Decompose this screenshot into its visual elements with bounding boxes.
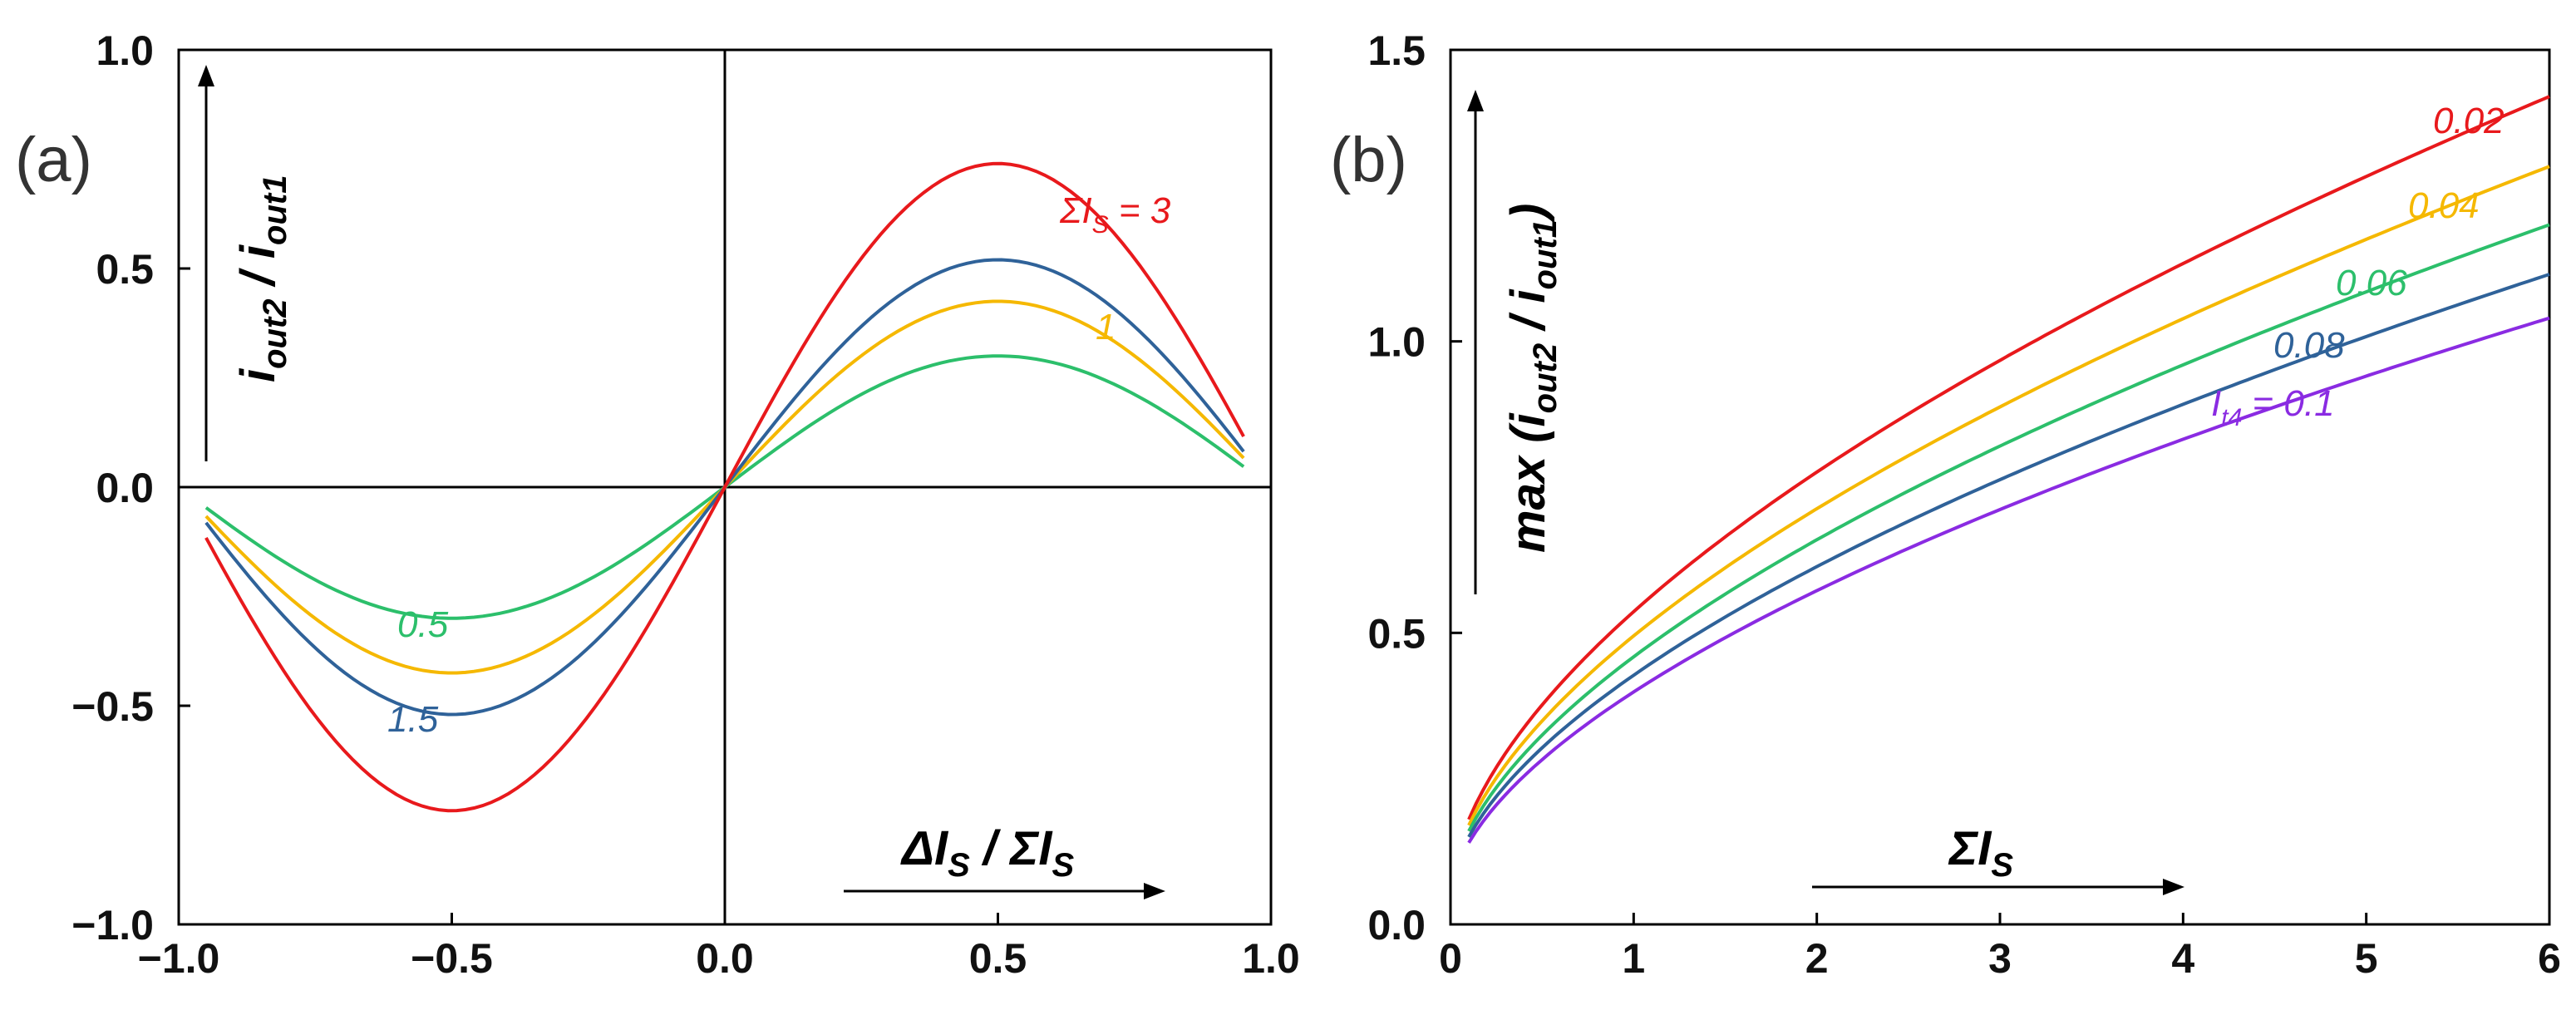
panel-a-xtick-label: 0.0 bbox=[696, 935, 754, 982]
panel-b-series-0-08 bbox=[1467, 273, 2550, 838]
panel-a-xlabel-mid: / ΣI bbox=[970, 821, 1054, 875]
panel-a-curves bbox=[204, 161, 1245, 813]
panel-b-label-0-02: 0.02 bbox=[2433, 101, 2505, 141]
panel-b-xtick-label: 1 bbox=[1622, 935, 1645, 982]
panel-b-ytick-label: 0.5 bbox=[1367, 610, 1426, 657]
panel-a-ylabel-sub2: out1 bbox=[257, 175, 293, 245]
panel-b-series-0-02 bbox=[1467, 95, 2550, 820]
panel-a-xtick-label: −0.5 bbox=[411, 935, 493, 982]
panel-b-label-0-04: 0.04 bbox=[2408, 185, 2480, 226]
panel-a-series-i-s-3 bbox=[204, 161, 1245, 813]
panel-b-xaxis-arrow-head bbox=[2163, 879, 2184, 895]
panel-b-ylabel: max (iout2 / iout1) bbox=[1501, 204, 1564, 553]
panel-b-series-i-t4-0-1 bbox=[1467, 316, 2550, 844]
panel-b-label-0-06: 0.06 bbox=[2336, 263, 2407, 303]
panel-a-label-0-5: 0.5 bbox=[397, 604, 449, 645]
panel-b-ylabel-pre: max (i bbox=[1501, 411, 1555, 553]
panel-b-ylabel-sub1: out2 bbox=[1527, 343, 1564, 413]
panel-b-yaxis-arrow-head bbox=[1467, 90, 1484, 111]
panel-b-series-0-06 bbox=[1467, 223, 2550, 832]
panel-b-label: (b) bbox=[1330, 125, 1407, 195]
panel-b-series-0-04 bbox=[1467, 165, 2550, 826]
panel-a-ticks bbox=[177, 48, 1273, 926]
panel-b-xtick-label: 3 bbox=[1988, 935, 2012, 982]
panel-b-label-it4-main: I bbox=[2211, 383, 2221, 424]
panel-a-label-1: 1 bbox=[1096, 307, 1116, 347]
panel-a-xlabel: ΔIS / ΣIS bbox=[900, 821, 1074, 884]
panel-b-label-it4: It4 = 0.1 bbox=[2211, 383, 2335, 431]
panel-b: (b) 0 1 2 3 4 5 6 0.0 0.5 1.0 1.5 max (iout2 / iou… bbox=[1330, 27, 2561, 982]
panel-b-tick-labels: 0 1 2 3 4 5 6 0.0 0.5 1.0 1.5 bbox=[1367, 27, 2560, 982]
panel-a-xtick-label: 1.0 bbox=[1242, 935, 1300, 982]
panel-a-xlabel-b-sub: S bbox=[1052, 847, 1074, 884]
panel-a-ytick-label: −0.5 bbox=[71, 683, 154, 730]
panel-a-xtick-label: 0.5 bbox=[969, 935, 1027, 982]
panel-a-label-1-5: 1.5 bbox=[387, 699, 439, 740]
panel-a-label-sigma3-main: ΣI bbox=[1059, 190, 1092, 231]
panel-a-label-sigma3-tail: = 3 bbox=[1109, 190, 1171, 231]
panel-a: (a) −1.0 −0.5 0.0 0.5 1.0 −1.0 −0.5 0.0 0.5 1.0 i… bbox=[15, 27, 1300, 982]
panel-b-label-it4-tail: = 0.1 bbox=[2242, 383, 2334, 424]
panel-b-label-0-08: 0.08 bbox=[2273, 325, 2345, 366]
panel-a-label: (a) bbox=[15, 125, 92, 195]
panel-b-xtick-label: 5 bbox=[2355, 935, 2378, 982]
panel-a-tick-labels: −1.0 −0.5 0.0 0.5 1.0 −1.0 −0.5 0.0 0.5 1.0 bbox=[71, 27, 1299, 982]
panel-a-ylabel-mid: / i bbox=[231, 244, 285, 298]
panel-b-xlabel-a-sub: S bbox=[1991, 847, 2013, 884]
panel-b-xlabel-a: ΣI bbox=[1948, 821, 1992, 875]
panel-b-frame bbox=[1449, 48, 2551, 926]
panel-a-ytick-label: 0.5 bbox=[96, 246, 154, 293]
panel-b-ticks bbox=[1449, 48, 2551, 926]
panel-a-ylabel-sub1: out2 bbox=[257, 298, 293, 368]
panel-b-curves bbox=[1467, 95, 2550, 844]
panel-b-xlabel: ΣIS bbox=[1948, 821, 2013, 884]
panel-a-ytick-label: 0.0 bbox=[96, 465, 154, 511]
panel-a-ytick-label: 1.0 bbox=[96, 27, 154, 74]
panel-b-label-it4-sub: t4 bbox=[2221, 404, 2242, 431]
panel-a-xlabel-a-sub: S bbox=[948, 847, 970, 884]
panel-a-label-sigma3: ΣIS = 3 bbox=[1059, 190, 1171, 239]
panel-a-ylabel: iout2 / iout1 bbox=[231, 175, 293, 382]
panel-a-xaxis-arrow-head bbox=[1144, 883, 1165, 899]
panel-a-xlabel-a: ΔI bbox=[900, 821, 949, 875]
panel-a-ytick-label: −1.0 bbox=[71, 902, 154, 948]
panel-a-ylabel-i1: i bbox=[231, 367, 285, 382]
panel-b-ylabel-mid: / i bbox=[1501, 288, 1555, 343]
panel-a-xtick-label: −1.0 bbox=[138, 935, 220, 982]
panel-a-label-sigma3-sub: S bbox=[1092, 211, 1109, 239]
panel-b-xtick-label: 4 bbox=[2171, 935, 2194, 982]
panel-b-ytick-label: 1.5 bbox=[1367, 27, 1426, 74]
panel-a-yaxis-arrow-head bbox=[198, 65, 214, 86]
panel-b-xtick-label: 6 bbox=[2538, 935, 2561, 982]
panel-b-ylabel-sub2: out1 bbox=[1527, 219, 1564, 289]
panel-b-xtick-label: 0 bbox=[1439, 935, 1462, 982]
panel-b-ytick-label: 1.0 bbox=[1367, 319, 1426, 366]
panel-b-xtick-label: 2 bbox=[1805, 935, 1829, 982]
panel-b-ytick-label: 0.0 bbox=[1367, 902, 1426, 948]
